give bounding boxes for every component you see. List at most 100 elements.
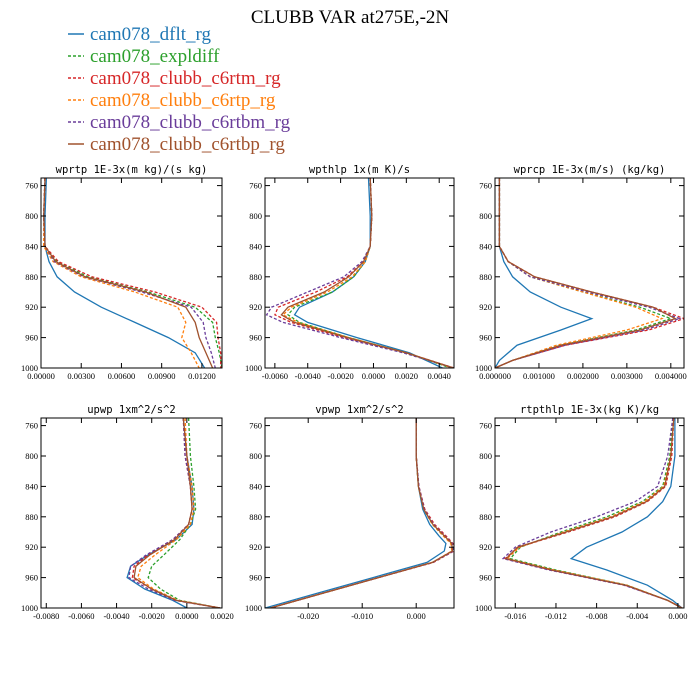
y-tick-label: 760 <box>479 421 492 431</box>
y-tick-label: 880 <box>249 512 262 522</box>
series-group <box>265 418 454 608</box>
series-line <box>265 418 447 608</box>
x-tick-label: -0.0020 <box>327 371 353 381</box>
y-tick-label: 840 <box>479 241 492 251</box>
y-tick-label: 760 <box>479 181 492 191</box>
y-tick-label: 880 <box>249 272 262 282</box>
series-line <box>495 178 677 368</box>
legend-label: cam078_clubb_c6rtbp_rg <box>90 134 285 155</box>
series-line <box>495 178 673 368</box>
x-tick-label: -0.012 <box>545 611 567 621</box>
series-line <box>293 178 443 368</box>
y-tick-label: 1000 <box>245 363 262 373</box>
y-tick-label: 880 <box>479 272 492 282</box>
y-tick-label: 800 <box>249 211 262 221</box>
x-tick-label: -0.0020 <box>139 611 165 621</box>
plot-frame <box>494 417 685 609</box>
x-tick-label: -0.010 <box>351 611 373 621</box>
series-line <box>504 418 683 608</box>
x-tick-label: -0.0040 <box>295 371 321 381</box>
series-line <box>280 178 454 368</box>
series-line <box>43 178 214 368</box>
y-tick-label: 760 <box>25 421 38 431</box>
series-line <box>43 178 222 368</box>
y-tick-label: 800 <box>25 211 38 221</box>
panel-title: upwp 1xm^2/s^2 <box>87 404 176 416</box>
x-tick-label: 0.001000 <box>523 371 555 381</box>
x-tick-label: 0.004000 <box>655 371 687 381</box>
y-tick-label: 960 <box>479 573 492 583</box>
series-group <box>501 418 683 608</box>
y-tick-label: 1000 <box>21 363 38 373</box>
panel-title: rtpthlp 1E-3x(kg K)/kg <box>520 404 659 416</box>
y-tick-label: 760 <box>249 181 262 191</box>
plot-frame <box>494 177 685 369</box>
series-line <box>274 178 454 368</box>
legend-item: cam078_dflt_rg <box>68 24 212 45</box>
series-line <box>128 418 221 608</box>
series-group <box>126 418 221 608</box>
series-line <box>281 178 453 368</box>
legend-item: cam078_clubb_c6rtbm_rg <box>68 112 291 133</box>
series-line <box>43 178 200 368</box>
panel-5: vpwp 1xm^2/s^2 760 800 840 880 920 960 1000 -0.0… <box>245 404 455 621</box>
y-tick-label: 920 <box>25 542 38 552</box>
y-tick-label: 800 <box>249 451 262 461</box>
y-tick-label: 920 <box>25 302 38 312</box>
panel-4: upwp 1xm^2/s^27608008408809209601000-0.0… <box>21 404 234 621</box>
plot-frame <box>40 177 223 369</box>
legend-label: cam078_clubb_c6rtp_rg <box>90 90 276 111</box>
y-tick-label: 840 <box>479 481 492 491</box>
series-line <box>43 178 222 368</box>
series-line <box>44 178 206 368</box>
y-tick-label: 840 <box>249 241 262 251</box>
plot-frame <box>264 417 455 609</box>
series-line <box>495 178 594 368</box>
y-tick-label: 920 <box>249 542 262 552</box>
y-tick-label: 1000 <box>21 603 38 613</box>
legend-item: cam078_clubb_c6rtp_rg <box>68 90 276 111</box>
x-tick-label: 0.00600 <box>108 371 136 381</box>
y-tick-label: 840 <box>249 481 262 491</box>
y-tick-label: 960 <box>479 333 492 343</box>
panel-title: wprtp 1E-3x(m kg)/(s kg) <box>56 164 208 176</box>
x-tick-label: -0.0080 <box>33 611 59 621</box>
series-group <box>265 178 454 368</box>
y-tick-label: 800 <box>479 211 492 221</box>
panels: wprtp 1E-3x(m kg)/(s kg) 760 800 840 880 920 9… <box>21 164 687 621</box>
y-tick-label: 880 <box>25 272 38 282</box>
panel-title: wprcp 1E-3x(m/s) (kg/kg) <box>514 164 666 176</box>
y-tick-label: 960 <box>249 573 262 583</box>
x-tick-label: 0.0020 <box>395 371 418 381</box>
y-tick-label: 1000 <box>475 363 492 373</box>
x-tick-label: 0.003000 <box>611 371 643 381</box>
x-tick-label: 0.000 <box>668 611 687 621</box>
legend-label: cam078_expldiff <box>90 46 220 67</box>
panel-title: wpthlp 1x(m K)/s <box>309 164 410 176</box>
panel-1: wprtp 1E-3x(m kg)/(s kg) 760 800 840 880 920 9… <box>21 164 223 381</box>
x-tick-label: 0.0000 <box>362 371 385 381</box>
x-tick-label: -0.008 <box>586 611 608 621</box>
figure-title: CLUBB VAR at275E,-2N <box>251 7 450 28</box>
y-tick-label: 800 <box>479 451 492 461</box>
series-line <box>133 418 221 608</box>
x-tick-label: 0.00300 <box>67 371 95 381</box>
series-line <box>131 418 221 608</box>
x-tick-label: 0.00000 <box>27 371 55 381</box>
legend-label: cam078_clubb_c6rtbm_rg <box>90 112 291 133</box>
y-tick-label: 880 <box>479 512 492 522</box>
plot-frame <box>264 177 455 369</box>
x-tick-label: 0.0000 <box>175 611 198 621</box>
legend-item: cam078_clubb_c6rtbp_rg <box>68 134 285 155</box>
y-tick-label: 920 <box>479 542 492 552</box>
legend-item: cam078_expldiff <box>68 46 220 67</box>
panel-6: rtpthlp 1E-3x(kg K)/kg 760 800 840 880 920 960… <box>475 404 687 621</box>
y-tick-label: 920 <box>479 302 492 312</box>
x-tick-label: 0.002000 <box>567 371 599 381</box>
panel-title: vpwp 1xm^2/s^2 <box>315 404 404 416</box>
series-group <box>495 178 684 368</box>
y-tick-label: 960 <box>25 333 38 343</box>
series-line <box>147 418 221 608</box>
panel-2: wpthlp 1x(m K)/s7608008408809209601000-0… <box>245 164 455 381</box>
x-tick-label: -0.0060 <box>68 611 94 621</box>
